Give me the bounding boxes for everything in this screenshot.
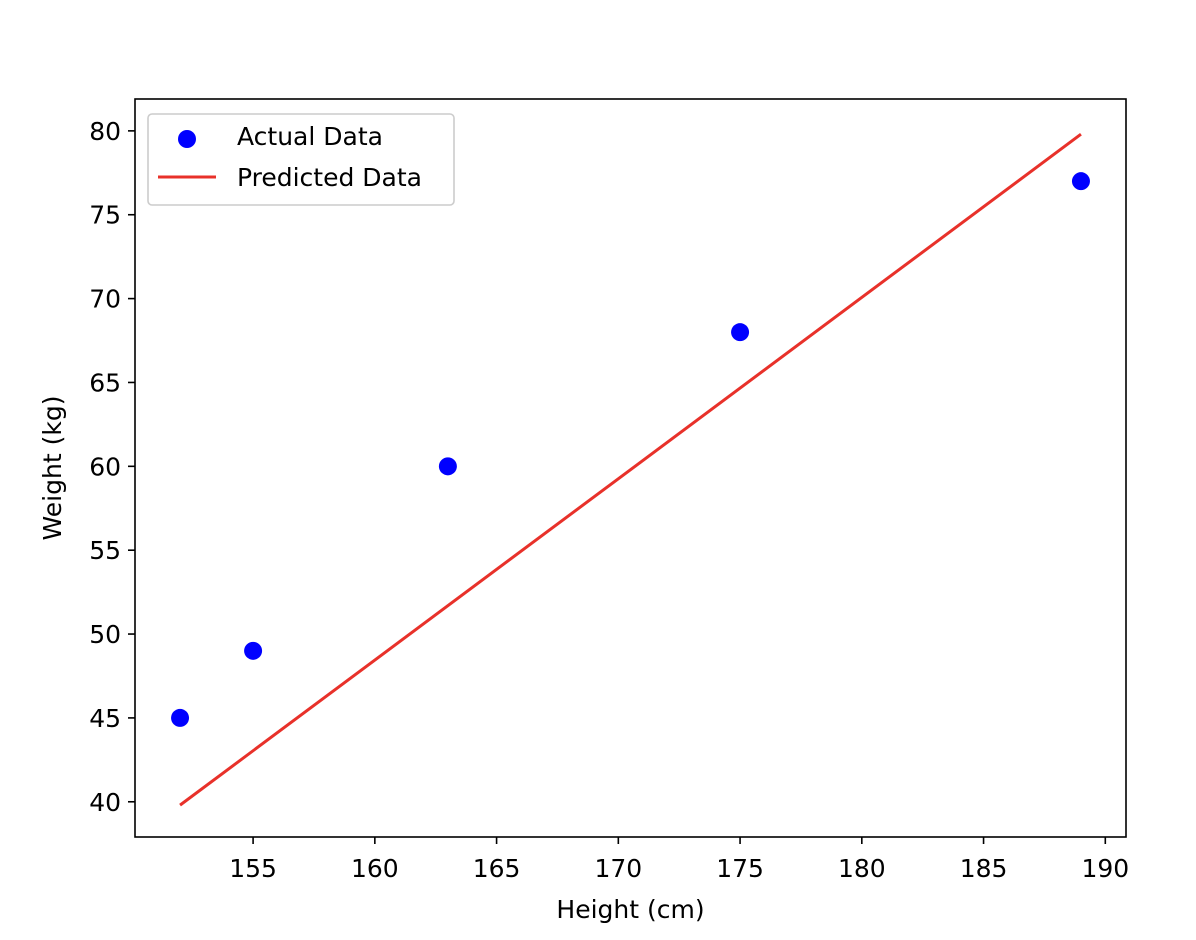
y-axis-ticks: 40 45 50 55 60 65 70 75 80 xyxy=(89,117,135,817)
y-axis-title: Weight (kg) xyxy=(38,396,67,541)
x-tick-label: 190 xyxy=(1081,854,1129,883)
y-tick-label: 60 xyxy=(89,452,121,481)
x-tick-label: 185 xyxy=(960,854,1008,883)
legend-marker-actual-data xyxy=(178,130,196,148)
legend: Actual Data Predicted Data xyxy=(147,113,455,206)
x-axis-ticks: 155 160 165 170 175 180 185 190 xyxy=(229,837,1129,883)
x-tick-label: 155 xyxy=(229,854,277,883)
actual-data-point xyxy=(731,323,750,342)
predicted-data-line xyxy=(179,133,1082,807)
actual-data-point xyxy=(171,708,190,727)
actual-data-point xyxy=(244,641,263,660)
x-tick-label: 165 xyxy=(473,854,521,883)
legend-box xyxy=(147,113,455,206)
legend-label-actual-data: Actual Data xyxy=(237,122,383,151)
y-tick-label: 70 xyxy=(89,285,121,314)
x-tick-label: 170 xyxy=(594,854,642,883)
y-tick-label: 55 xyxy=(89,536,121,565)
x-axis-title: Height (cm) xyxy=(556,895,704,924)
series-layer xyxy=(171,133,1090,807)
x-tick-label: 160 xyxy=(351,854,399,883)
y-tick-label: 65 xyxy=(89,368,121,397)
y-tick-label: 80 xyxy=(89,117,121,146)
actual-data-point xyxy=(1071,172,1090,191)
legend-label-predicted-data: Predicted Data xyxy=(237,163,422,192)
y-tick-label: 40 xyxy=(89,788,121,817)
y-tick-label: 45 xyxy=(89,704,121,733)
actual-data-point xyxy=(438,457,457,476)
plot-frame xyxy=(134,98,1127,838)
y-tick-label: 75 xyxy=(89,201,121,230)
x-tick-label: 180 xyxy=(838,854,886,883)
y-tick-label: 50 xyxy=(89,620,121,649)
x-tick-label: 175 xyxy=(716,854,764,883)
